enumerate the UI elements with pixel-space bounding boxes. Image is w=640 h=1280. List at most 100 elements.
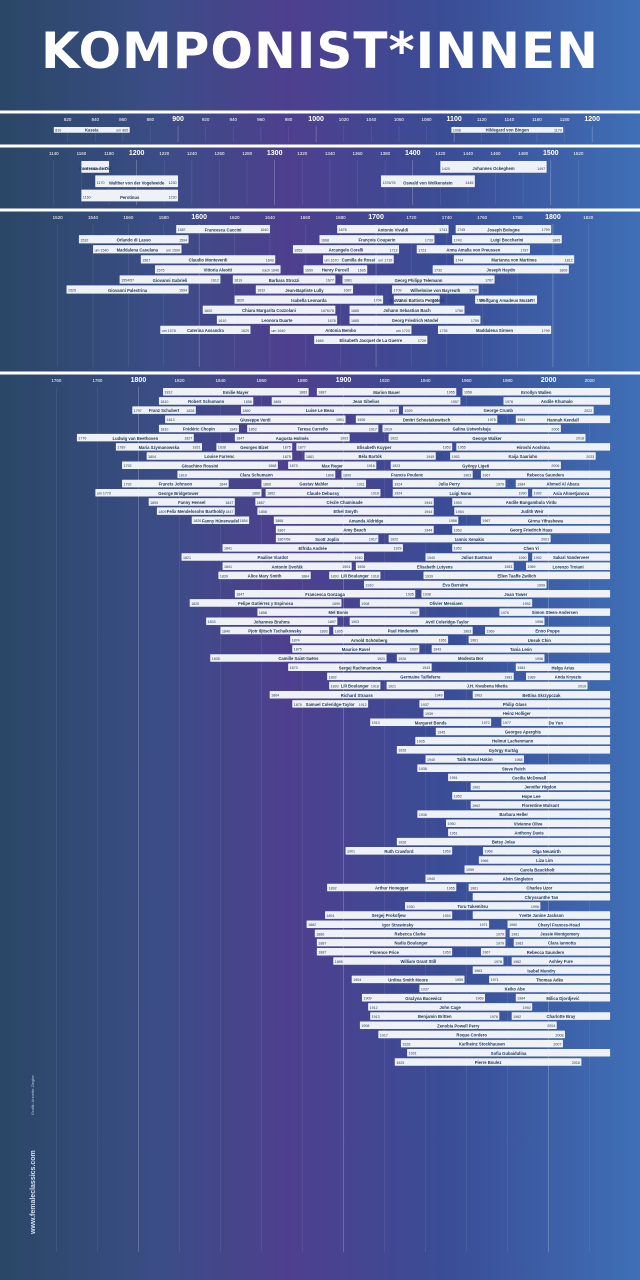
death-year: 1978 bbox=[494, 960, 502, 964]
composer-name: Georg Philipp Telemann bbox=[395, 278, 443, 283]
death-year: 1951 bbox=[439, 639, 447, 643]
death-year: 1594 bbox=[179, 238, 187, 242]
birth-year: 1937 bbox=[421, 703, 429, 707]
axis-tick-label: 1480 bbox=[518, 151, 529, 156]
birth-year: um 1540 bbox=[95, 248, 109, 252]
death-year: 1935 bbox=[406, 593, 414, 597]
death-year: 1956 bbox=[449, 519, 457, 523]
composer-name: Maddalena Sirmen bbox=[476, 328, 513, 333]
composer-bar bbox=[53, 127, 130, 133]
birth-year: 1723 bbox=[418, 248, 426, 252]
birth-year: 1980 bbox=[509, 923, 517, 927]
birth-year: 1619 bbox=[234, 279, 242, 283]
death-year: 1944 bbox=[424, 501, 432, 505]
composer-bar bbox=[234, 589, 416, 598]
birth-year: 1653 bbox=[294, 248, 302, 252]
composer-bar bbox=[303, 265, 368, 274]
death-year: 1729 bbox=[418, 339, 426, 343]
composer-bar bbox=[386, 681, 588, 690]
birth-year: 1877 bbox=[298, 446, 306, 450]
composer-bar bbox=[515, 663, 611, 671]
death-year: 1971 bbox=[480, 923, 488, 927]
composer-name: Ellen Taaffe Zwilich bbox=[498, 573, 537, 578]
composer-bar bbox=[210, 654, 387, 662]
composer-name: Galina Ustwolskaja bbox=[453, 427, 492, 432]
axis-tick-label: 1320 bbox=[297, 151, 308, 156]
birth-year: 1984 bbox=[517, 482, 525, 486]
axis-tick-label: 1040 bbox=[366, 117, 377, 122]
composer-bar bbox=[351, 975, 465, 984]
composer-bar bbox=[511, 1012, 611, 1020]
death-year: 1884 bbox=[301, 574, 309, 578]
composer-bar bbox=[392, 479, 506, 488]
death-year: 1912 bbox=[359, 703, 367, 707]
composer-bar bbox=[501, 718, 611, 727]
composer-name: Maurice Ravel bbox=[342, 647, 370, 652]
composer-name: Alice Mary Smith bbox=[248, 573, 282, 578]
birth-year: 1710 bbox=[395, 299, 403, 303]
composer-name: Lili Boulanger bbox=[341, 684, 369, 689]
axis-tick-label: 1780 bbox=[513, 215, 524, 220]
composer-bar bbox=[396, 837, 611, 846]
composer-name: Chen Yi bbox=[523, 546, 538, 551]
axis-tick-label: 1980 bbox=[503, 378, 514, 383]
death-year: 1179 bbox=[554, 128, 562, 132]
composer-name: Asia Ahmetjanova bbox=[553, 491, 590, 496]
composer-bar bbox=[451, 127, 564, 133]
composer-bar bbox=[216, 443, 293, 451]
death-year: um 1180 bbox=[94, 167, 108, 171]
composer-bar bbox=[275, 525, 434, 534]
composer-bar bbox=[333, 957, 504, 965]
axis-tick-label: 1860 bbox=[256, 378, 267, 383]
birth-year: 1840 bbox=[222, 629, 230, 633]
birth-year: 1866 bbox=[275, 519, 283, 523]
birth-year: 1882 bbox=[308, 923, 316, 927]
birth-year: 1825 bbox=[191, 602, 199, 606]
composer-bar bbox=[288, 461, 377, 469]
birth-year: 1735 bbox=[439, 329, 447, 333]
birth-year: 1963 bbox=[474, 694, 482, 698]
axis-tick-label: 1260 bbox=[214, 151, 225, 156]
death-year: 1849 bbox=[229, 427, 237, 431]
death-year: 2023 bbox=[586, 455, 594, 459]
composer-bar bbox=[265, 488, 381, 497]
birth-year: 1887 bbox=[318, 941, 326, 945]
composer-bar bbox=[380, 175, 475, 188]
birth-year: 1376/78 bbox=[382, 181, 395, 185]
birth-year: um 1779 bbox=[97, 492, 111, 496]
composer-name: Frédéric Chopin bbox=[183, 427, 216, 432]
birth-year: 1904 bbox=[353, 978, 361, 982]
composer-bar bbox=[499, 608, 611, 616]
axis-tick-label: 1740 bbox=[442, 215, 453, 220]
composer-name: Elisabeth Lutyens bbox=[417, 564, 454, 569]
birth-year: 1881 bbox=[306, 455, 314, 459]
composer-bar bbox=[292, 645, 420, 653]
death-year: 1979 bbox=[496, 941, 504, 945]
composer-name: Gustav Mahler bbox=[299, 482, 328, 487]
axis-tick-label: 1560 bbox=[123, 215, 134, 220]
death-year: 1918 bbox=[371, 492, 379, 496]
axis-tick-label: 1920 bbox=[380, 378, 391, 383]
axis-tick-label: 1340 bbox=[325, 151, 336, 156]
death-year: 1856 bbox=[244, 400, 252, 404]
composer-name: Giovanni Gabrieli bbox=[153, 278, 188, 283]
composer-name: Ludwig van Beethoven bbox=[113, 436, 159, 441]
composer-bar bbox=[431, 645, 611, 653]
composer-bar bbox=[306, 920, 490, 929]
birth-year: 1928 bbox=[402, 1042, 410, 1046]
composer-name: Emilie Mayer bbox=[223, 390, 249, 395]
birth-year: 1867/68 bbox=[277, 538, 290, 542]
composer-name: Johannes Ockeghem bbox=[472, 166, 514, 171]
death-year: 1893 bbox=[320, 629, 328, 633]
axis-tick-label: 880 bbox=[147, 117, 155, 122]
birth-year: 1945 bbox=[437, 730, 445, 734]
composer-name: Julius Eastman bbox=[461, 555, 492, 560]
composer-bar bbox=[202, 305, 336, 314]
birth-year: 1862 bbox=[267, 492, 275, 496]
composer-name: Rebecca Saunders bbox=[527, 950, 565, 955]
death-year: 1996 bbox=[531, 905, 539, 909]
axis-tick-label: 1780 bbox=[92, 378, 103, 383]
composer-name: Hannah Kendall bbox=[547, 417, 579, 422]
death-year: 1809 bbox=[559, 268, 567, 272]
